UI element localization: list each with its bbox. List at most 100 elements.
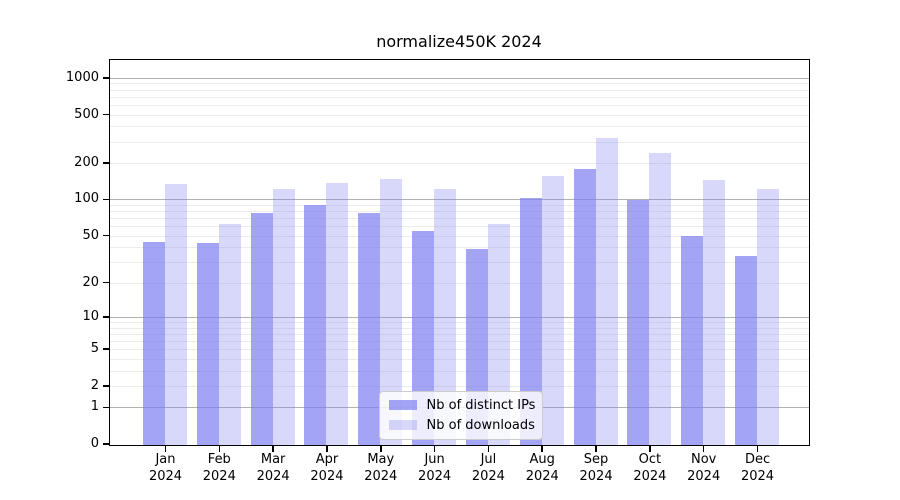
gridline-7	[109, 333, 809, 335]
gridlines	[109, 60, 809, 445]
bar-distinct-ips-mar	[250, 212, 273, 445]
x-tick-label-jul: Jul 2024	[471, 452, 505, 484]
y-tick-label-1000: 1000	[65, 69, 99, 85]
x-tick-label-dec: Dec 2024	[740, 452, 775, 484]
bar-downloads-may	[380, 179, 403, 445]
y-tick-200	[103, 162, 110, 164]
x-tick-dec	[756, 445, 759, 452]
bar-downloads-jun	[434, 188, 457, 445]
x-tick-label-apr: Apr 2024	[310, 452, 344, 484]
gridline-80	[109, 211, 809, 213]
gridline-100	[109, 199, 809, 201]
x-tick-sep	[595, 445, 597, 452]
bar-distinct-ips-feb	[196, 242, 219, 445]
gridline-800	[109, 89, 809, 91]
gridline-70	[109, 218, 809, 220]
y-tick-2	[103, 385, 110, 387]
bar-downloads-sep	[595, 137, 618, 445]
y-tick-500	[103, 113, 110, 116]
gridline-2	[109, 385, 809, 387]
bar-distinct-ips-dec	[735, 256, 758, 445]
x-tick-apr	[326, 445, 328, 452]
legend-swatch-distinct-ips	[388, 400, 417, 410]
y-tick-label-10: 10	[82, 308, 99, 324]
x-tick-label-may: May 2024	[364, 452, 398, 484]
y-tick-label-2: 2	[90, 377, 99, 393]
y-tick-20	[103, 281, 110, 284]
gridline-8	[109, 327, 809, 329]
y-tick-label-50: 50	[82, 227, 99, 243]
y-tick-label-100: 100	[74, 191, 99, 207]
y-tick-100	[103, 198, 110, 201]
gridline-700	[109, 96, 809, 98]
y-tick-10	[103, 316, 110, 318]
gridline-40	[109, 247, 809, 249]
x-tick-feb	[218, 445, 221, 452]
bar-downloads-mar	[272, 189, 295, 445]
x-tick-label-feb: Feb 2024	[202, 452, 236, 484]
legend-label-downloads: Nb of downloads	[426, 417, 535, 433]
y-tick-1000	[103, 77, 110, 79]
x-tick-mar	[272, 445, 274, 452]
x-tick-jun	[433, 445, 436, 452]
gridline-30	[109, 262, 809, 263]
y-tick-label-500: 500	[74, 106, 99, 122]
y-tick-label-5: 5	[90, 341, 99, 357]
legend-item-distinct-ips: Nb of distinct IPs	[388, 397, 536, 413]
bar-distinct-ips-may	[358, 212, 381, 445]
x-tick-label-aug: Aug 2024	[525, 452, 559, 484]
y-tick-label-1: 1	[90, 399, 99, 415]
bar-distinct-ips-nov	[681, 236, 704, 445]
gridline-9	[109, 321, 809, 323]
bar-distinct-ips-aug	[519, 197, 542, 445]
x-tick-label-oct: Oct 2024	[633, 452, 667, 484]
bar-downloads-jul	[487, 224, 510, 445]
gridline-4	[109, 358, 809, 360]
x-tick-oct	[649, 445, 651, 452]
y-tick-label-200: 200	[74, 154, 99, 170]
y-tick-label-20: 20	[82, 274, 99, 290]
bar-downloads-nov	[703, 179, 726, 445]
bar-distinct-ips-apr	[304, 204, 327, 445]
gridline-50	[109, 235, 809, 237]
bar-distinct-ips-jan	[143, 241, 165, 445]
y-tick-0	[103, 443, 110, 445]
gridline-1000	[109, 77, 809, 79]
plot-area: Nb of distinct IPs Nb of downloads	[108, 58, 810, 446]
gridline-900	[109, 83, 809, 85]
gridline-600	[109, 104, 809, 106]
x-tick-label-nov: Nov 2024	[687, 452, 721, 484]
gridline-5	[109, 349, 809, 351]
gridline-10	[109, 316, 809, 318]
gridline-60	[109, 226, 809, 228]
x-tick-label-jan: Jan 2024	[148, 452, 183, 484]
bars	[110, 60, 809, 445]
y-tick-5	[103, 348, 110, 350]
x-tick-aug	[541, 445, 543, 452]
gridline-20	[109, 282, 809, 284]
gridline-90	[109, 204, 809, 206]
x-tick-jan	[164, 445, 167, 452]
bar-downloads-jan	[165, 183, 187, 445]
bar-downloads-aug	[541, 175, 564, 445]
gridline-200	[109, 162, 809, 164]
y-tick-1	[103, 406, 110, 408]
legend: Nb of distinct IPs Nb of downloads	[378, 390, 543, 440]
bar-downloads-oct	[649, 152, 672, 445]
legend-swatch-downloads	[388, 420, 417, 430]
bar-downloads-dec	[757, 188, 780, 445]
gridline-300	[109, 141, 809, 143]
bar-distinct-ips-sep	[573, 169, 596, 445]
gridline-3	[109, 370, 809, 372]
legend-label-distinct-ips: Nb of distinct IPs	[426, 397, 536, 413]
x-tick-jul	[487, 445, 490, 452]
x-tick-label-sep: Sep 2024	[579, 452, 613, 484]
x-tick-label-jun: Jun 2024	[418, 452, 452, 484]
y-tick-label-0: 0	[90, 436, 99, 451]
y-tick-50	[103, 234, 110, 237]
x-tick-may	[380, 445, 382, 452]
bar-distinct-ips-oct	[627, 199, 650, 445]
bar-downloads-feb	[218, 224, 241, 445]
gridline-6	[109, 340, 809, 342]
